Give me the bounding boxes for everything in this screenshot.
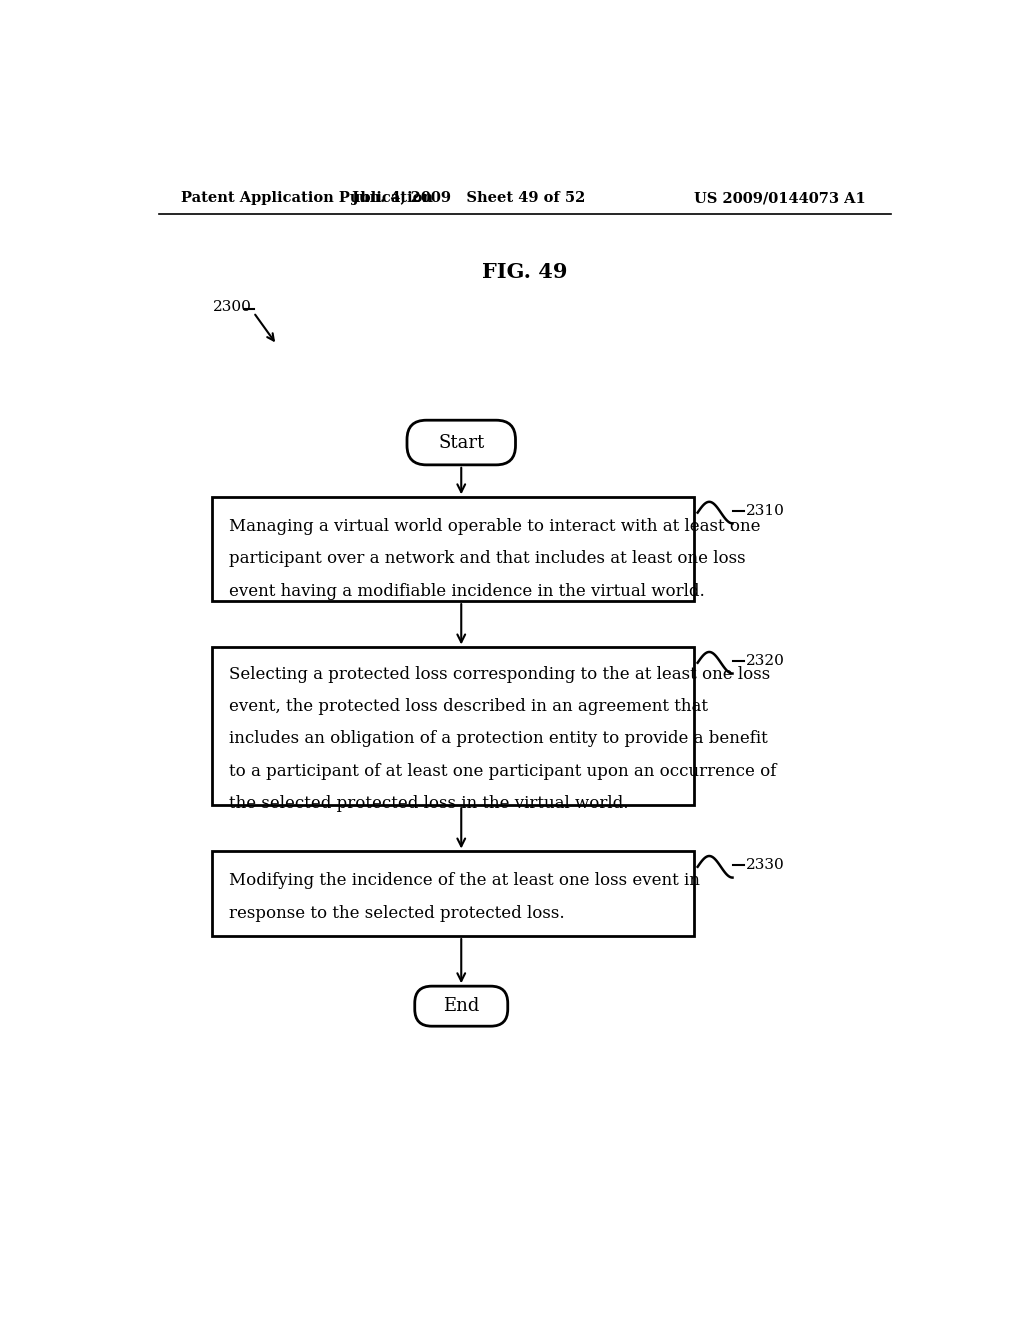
Text: Modifying the incidence of the at least one loss event in: Modifying the incidence of the at least …: [228, 873, 699, 890]
FancyBboxPatch shape: [212, 647, 693, 805]
Text: FIG. 49: FIG. 49: [482, 263, 567, 282]
Text: Jun. 4, 2009   Sheet 49 of 52: Jun. 4, 2009 Sheet 49 of 52: [352, 191, 586, 206]
Text: event having a modifiable incidence in the virtual world.: event having a modifiable incidence in t…: [228, 582, 705, 599]
Text: Patent Application Publication: Patent Application Publication: [180, 191, 433, 206]
Text: includes an obligation of a protection entity to provide a benefit: includes an obligation of a protection e…: [228, 730, 768, 747]
FancyBboxPatch shape: [407, 420, 515, 465]
Text: participant over a network and that includes at least one loss: participant over a network and that incl…: [228, 550, 745, 568]
FancyBboxPatch shape: [212, 851, 693, 936]
Text: Selecting a protected loss corresponding to the at least one loss: Selecting a protected loss corresponding…: [228, 665, 770, 682]
FancyBboxPatch shape: [212, 498, 693, 601]
Text: 2310: 2310: [745, 504, 784, 517]
Text: 2300: 2300: [213, 300, 252, 314]
FancyBboxPatch shape: [415, 986, 508, 1026]
Text: Start: Start: [438, 433, 484, 451]
Text: to a participant of at least one participant upon an occurrence of: to a participant of at least one partici…: [228, 763, 776, 780]
Text: 2320: 2320: [745, 655, 784, 668]
Text: 2330: 2330: [745, 858, 784, 873]
Text: US 2009/0144073 A1: US 2009/0144073 A1: [693, 191, 865, 206]
Text: event, the protected loss described in an agreement that: event, the protected loss described in a…: [228, 698, 708, 715]
Text: End: End: [443, 997, 479, 1015]
Text: response to the selected protected loss.: response to the selected protected loss.: [228, 904, 564, 921]
Text: Managing a virtual world operable to interact with at least one: Managing a virtual world operable to int…: [228, 517, 760, 535]
Text: the selected protected loss in the virtual world.: the selected protected loss in the virtu…: [228, 795, 629, 812]
